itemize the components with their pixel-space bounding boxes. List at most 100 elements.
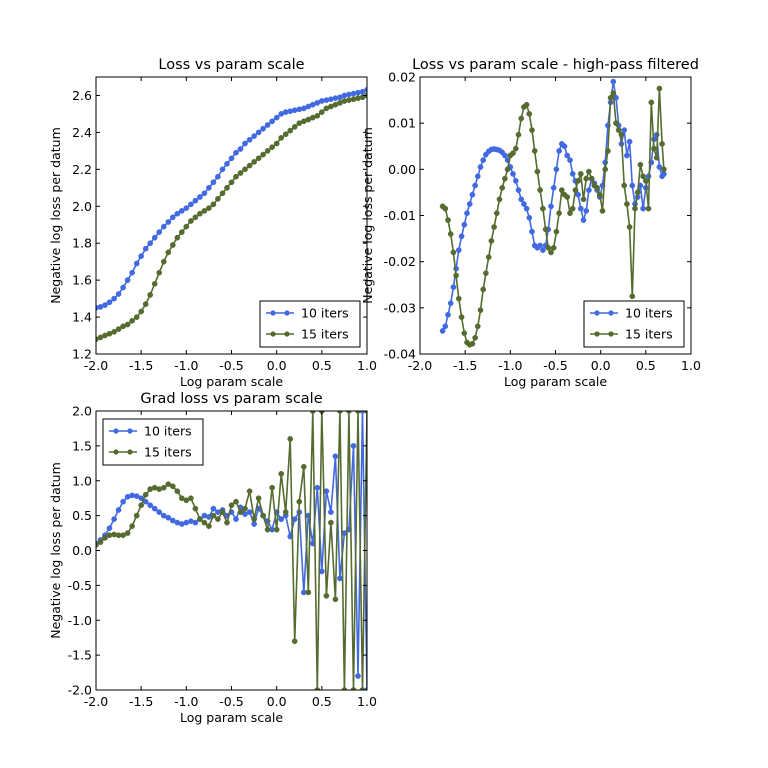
chart-2-series-1-point <box>569 171 576 177</box>
chart-3-series-2-point <box>255 495 262 502</box>
chart-3-series-1-point <box>210 505 217 512</box>
chart-1-series-1-point <box>165 219 172 225</box>
chart-2-series-2-point <box>480 286 487 293</box>
chart-2-xlabel: Log param scale <box>504 374 607 389</box>
chart-1-series-1-point <box>237 146 244 152</box>
chart-3-series-2-point <box>332 596 339 603</box>
chart-3-ytick-label: 0.5 <box>72 508 92 523</box>
chart-2-series-2-point <box>553 228 560 235</box>
chart-3-series-2-point <box>251 516 257 522</box>
chart-1-series-1-point <box>210 179 217 186</box>
chart-3-series-2-point <box>287 436 294 442</box>
chart-3-series-2-point <box>124 530 131 536</box>
chart-2-series-1-point <box>586 187 592 193</box>
chart-2-series-2-point <box>461 330 468 337</box>
chart-3-series-2-point <box>300 463 307 470</box>
chart-2-series-2-point <box>572 187 579 193</box>
chart-1-series-2-point <box>273 140 280 147</box>
chart-3-series-2-point <box>228 502 235 509</box>
chart-2-ytick-label: -0.01 <box>384 208 416 223</box>
chart-1-series-1-point <box>224 160 230 167</box>
chart-2-series-1-point <box>515 187 522 193</box>
chart-2-series-2-point <box>575 178 581 184</box>
chart-2-series-2-point <box>548 249 554 256</box>
chart-3-series-2-point <box>97 539 104 545</box>
chart-2-series-2-point <box>610 90 617 97</box>
chart-2-series-1-point <box>577 205 584 212</box>
chart-3-ytick-label: 2.0 <box>72 404 92 419</box>
chart-2-series-2-point <box>624 201 630 207</box>
chart-1-series-2-point <box>188 218 194 224</box>
chart-3-ytick-label: 1.5 <box>72 438 92 453</box>
chart-3-series-2-point <box>359 687 366 690</box>
chart-2-series-2-point <box>518 115 525 122</box>
chart-2-series-1-point <box>472 182 478 189</box>
chart-2-series-2-point <box>599 208 606 214</box>
chart-1-series-1-point <box>291 107 298 114</box>
chart-1-series-1-point <box>201 190 208 197</box>
chart-2-series-1-point <box>502 152 508 159</box>
chart-2-series-2-point <box>537 187 543 193</box>
chart-2-series-1-point <box>548 203 554 210</box>
chart-2-series-2-point <box>567 210 573 217</box>
chart-2-series-2-point <box>621 182 628 189</box>
chart-2-series-1-point <box>550 184 557 191</box>
chart-2-series-1-point <box>556 148 562 154</box>
chart-3-series-2-point <box>305 589 312 596</box>
chart-2-series-2-point <box>534 168 541 175</box>
chart-2-series-1-point <box>510 171 516 177</box>
chart-2-series-2-point <box>637 161 644 168</box>
chart-1-series-1-point <box>142 245 149 252</box>
chart-1-series-1-point <box>106 299 113 306</box>
chart-2-series-2-point <box>523 101 530 108</box>
chart-2-series-1-point <box>567 157 573 163</box>
chart-1-series-1-point <box>251 133 257 139</box>
chart-2-series-1-point <box>583 208 590 214</box>
chart-3-series-1-point <box>147 502 154 509</box>
chart-1-series-2-point <box>133 314 140 320</box>
chart-2-series-2-point <box>564 194 571 200</box>
chart-1-ytick-label: 2.2 <box>72 162 92 177</box>
chart-2-series-2-point <box>531 148 538 154</box>
chart-3-series-2-point <box>206 523 212 529</box>
chart-3-series-2-point <box>341 687 348 690</box>
chart-3-series-1-point <box>291 516 298 522</box>
chart-2-series-2-point <box>445 217 451 223</box>
chart-2-series-1-point <box>461 221 468 228</box>
chart-2-legend: 10 iters 15 iters <box>583 300 685 348</box>
chart-1-ytick-label: 1.8 <box>72 236 92 251</box>
chart-1-series-2-point <box>115 326 122 332</box>
chart-3-xtick-label: 0.0 <box>267 694 287 709</box>
chart-1-series-2-point <box>174 234 181 241</box>
chart-2-series-2-point <box>442 205 449 212</box>
chart-2-series-1-point <box>553 166 560 173</box>
chart-2-series-1-point <box>629 182 636 189</box>
chart-2-series-2-point <box>491 224 497 230</box>
chart-3-series-1-point <box>106 525 113 532</box>
chart-2-series-1-point <box>645 173 652 180</box>
chart-1-series-2-point <box>264 148 271 154</box>
chart-2-series-1-point <box>526 214 533 221</box>
chart-2-series-1-point <box>610 78 617 85</box>
chart-1-series-1-point <box>255 129 262 136</box>
chart-1-series-2-point <box>151 280 158 287</box>
chart-2-series-1-point <box>439 328 446 334</box>
chart-2-series-2-point <box>542 226 549 233</box>
chart-1-series-2-point <box>111 328 117 335</box>
chart-2-series-2-point <box>504 166 511 173</box>
chart-2-title: Loss vs param scale - high-pass filtered <box>412 57 699 73</box>
chart-3-series-2-point <box>183 497 190 504</box>
chart-2-series-2-point <box>488 238 495 244</box>
chart-2-series-2-point <box>580 196 587 203</box>
chart-3-xlabel: Log param scale <box>180 710 283 725</box>
chart-1-series-2-point <box>142 301 149 307</box>
chart-1-series-2-point <box>318 109 325 115</box>
chart-2-series-2-point <box>629 293 636 300</box>
chart-2-series-2-point <box>556 210 562 217</box>
chart-2-series-1-point <box>561 143 568 150</box>
chart-1-legend-label: 15 iters <box>301 327 349 342</box>
chart-2-xtick-label: -1.5 <box>453 358 477 373</box>
chart-2-series-1-point <box>653 131 660 138</box>
chart-1-ylabel: Negative log loss per datum <box>48 127 63 304</box>
chart-3-series-2-point <box>269 484 275 491</box>
